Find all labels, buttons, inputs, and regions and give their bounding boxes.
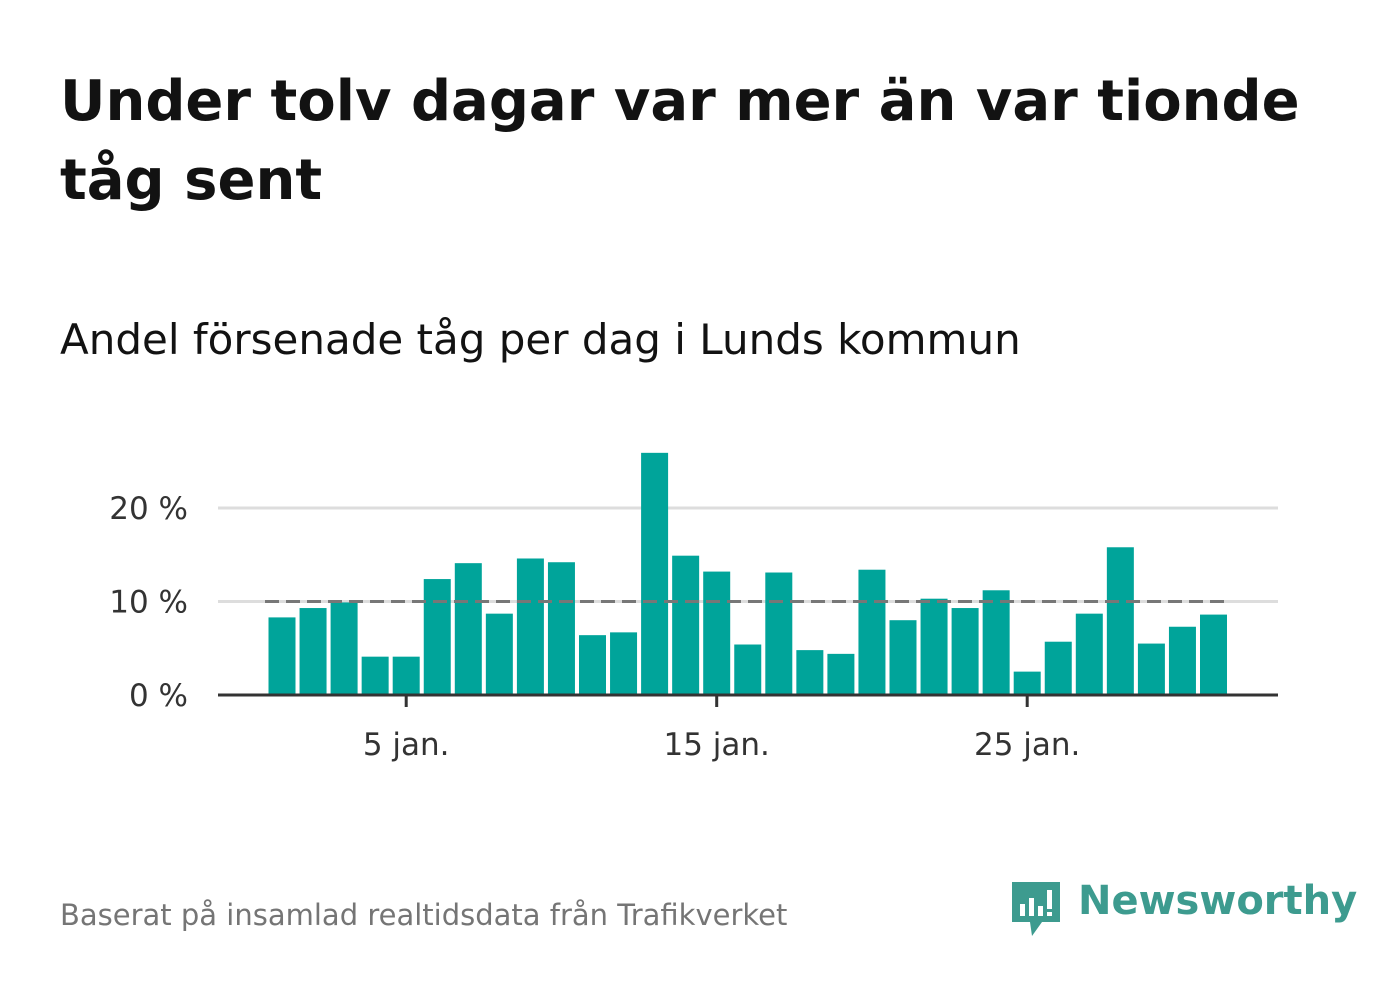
bar [1075, 613, 1103, 695]
bar [734, 644, 762, 695]
bar [641, 452, 669, 695]
bars [268, 452, 1227, 695]
bar [765, 572, 793, 695]
bar [827, 653, 855, 695]
bar [547, 562, 575, 695]
y-tick-label: 0 % [129, 678, 188, 714]
x-tick-label: 15 jan. [663, 727, 769, 763]
bar [392, 656, 420, 695]
newsworthy-logo-icon [1012, 882, 1060, 936]
bar [610, 632, 638, 695]
bar [1200, 614, 1227, 695]
bar [920, 598, 948, 695]
bar [951, 608, 979, 695]
bar [889, 620, 917, 695]
bar [361, 656, 389, 695]
bar [703, 571, 731, 695]
bar [1106, 547, 1134, 695]
bar [454, 563, 482, 695]
bar [672, 555, 700, 695]
bar [982, 590, 1010, 695]
bar [796, 650, 824, 695]
bar [1137, 643, 1165, 695]
bar [330, 602, 358, 695]
chart-title: Under tolv dagar var mer än var tionde t… [60, 69, 1300, 213]
bar [516, 558, 544, 695]
bar [858, 569, 886, 695]
y-tick-label: 20 % [109, 491, 188, 527]
x-tick-label: 5 jan. [363, 727, 450, 763]
newsworthy-logo: Newsworthy [1008, 876, 1357, 942]
bar [579, 635, 606, 695]
bar [1013, 671, 1041, 695]
logo-text: Newsworthy [1078, 878, 1358, 924]
source-note: Baserat på insamlad realtidsdata från Tr… [60, 898, 788, 932]
bar [423, 579, 451, 695]
axes: 0 % 10 % 20 % 5 jan. 15 jan. 25 jan. [109, 491, 1278, 763]
chart-subtitle: Andel försenade tåg per dag i Lunds komm… [60, 315, 1021, 364]
bar [1044, 641, 1072, 695]
bar [485, 613, 513, 695]
x-tick-label: 25 jan. [974, 727, 1080, 763]
y-tick-label: 10 % [109, 585, 188, 621]
bar [268, 617, 296, 695]
bar [299, 608, 327, 695]
bar [1168, 626, 1196, 695]
bar-chart: 0 % 10 % 20 % 5 jan. 15 jan. 25 jan. [109, 452, 1278, 763]
